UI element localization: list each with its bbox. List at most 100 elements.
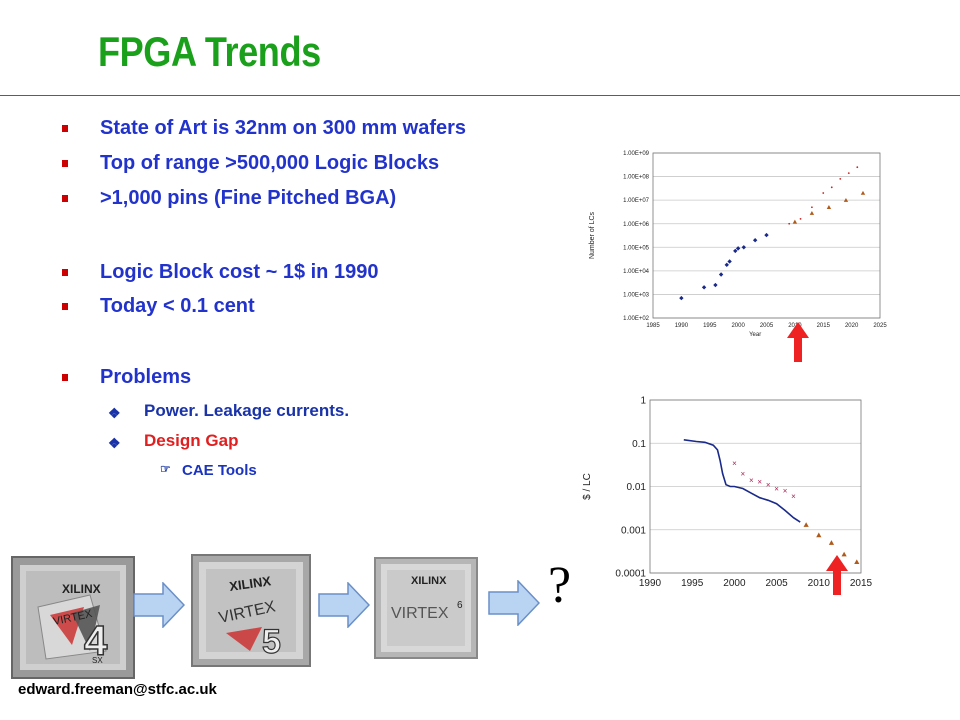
data-point: × [791, 492, 796, 501]
data-point [701, 285, 707, 290]
virtex-4-chip-image: 4 XILINX VIRTEX SX [11, 556, 135, 679]
data-point [727, 259, 732, 264]
series-line [683, 439, 801, 523]
virtex-6-chip-image: XILINX VIRTEX 6 [374, 557, 478, 659]
y-tick-label: 0.01 [627, 482, 647, 493]
y-tick-label: 1 [640, 396, 646, 407]
plot-frame [652, 152, 881, 319]
chip-brand: XILINX [228, 573, 272, 594]
x-tick-label: 2005 [760, 323, 774, 329]
data-point [854, 559, 860, 565]
data-point [788, 222, 791, 225]
data-point [752, 237, 758, 243]
sub-bullet-text: Power. Leakage currents. [144, 401, 350, 420]
square-bullet-icon [62, 160, 68, 167]
y-tick-label: 1.00E+08 [623, 175, 650, 181]
data-point [764, 232, 769, 238]
data-point: × [757, 478, 762, 487]
x-tick-label: 2010 [788, 323, 802, 329]
bullet-item: Logic Block cost ~ 1$ in 1990 [62, 261, 379, 284]
sub-bullet-item: ❖ Power. Leakage currents. [108, 401, 350, 421]
virtex-5-chip-image: XILINX VIRTEX 5 [191, 554, 311, 667]
y-axis-label: Number of LCs [589, 211, 596, 259]
chip-generation: 5 [262, 623, 281, 661]
data-point [713, 282, 718, 288]
right-arrow-icon [318, 582, 370, 628]
data-point: × [749, 476, 754, 485]
data-point [843, 197, 849, 202]
square-bullet-icon [62, 125, 68, 132]
data-point [860, 190, 866, 195]
data-point [718, 272, 724, 277]
y-tick-label: 1.00E+02 [623, 316, 650, 322]
x-tick-label: 2025 [873, 323, 887, 329]
y-tick-label: 1.00E+09 [623, 151, 650, 157]
bullet-text: State of Art is 32nm on 300 mm wafers [100, 117, 467, 139]
x-tick-label: 1990 [639, 578, 662, 589]
y-tick-label: 1.00E+03 [623, 293, 650, 299]
y-tick-label: 1.00E+04 [623, 269, 650, 275]
data-point [735, 246, 741, 251]
sub-sub-bullet-item: ☞ CAE Tools [160, 462, 257, 479]
chip-generation: 4 [84, 617, 108, 664]
data-point [799, 218, 802, 220]
x-tick-label: 2015 [817, 323, 831, 329]
data-point [841, 551, 847, 557]
data-point [733, 248, 738, 254]
data-point: × [766, 481, 771, 490]
bullet-text: Logic Block cost ~ 1$ in 1990 [100, 261, 379, 283]
diamond-bullet-icon: ❖ [108, 405, 121, 421]
right-arrow-icon [488, 580, 540, 626]
slide-title: FPGA Trends [98, 28, 321, 75]
square-bullet-icon [62, 303, 68, 310]
data-point [828, 540, 835, 545]
footer-email: edward.freeman@stfc.ac.uk [18, 681, 217, 698]
y-tick-label: 1.00E+05 [623, 245, 650, 251]
up-arrow-icon [826, 555, 848, 595]
data-point: × [741, 469, 746, 478]
x-tick-label: 2000 [731, 323, 745, 329]
y-axis-label: $ / LC [582, 473, 593, 500]
data-point [679, 295, 684, 301]
square-bullet-icon [62, 374, 68, 381]
data-point [826, 205, 832, 209]
data-point [741, 245, 746, 250]
x-tick-label: 1995 [703, 323, 717, 329]
y-tick-label: 1.00E+07 [623, 198, 650, 204]
data-point [724, 262, 729, 268]
chip-brand: XILINX [62, 582, 101, 596]
question-mark: ? [548, 557, 572, 614]
chip-generation: 6 [457, 600, 463, 611]
title-divider [0, 95, 960, 96]
x-tick-label: 2005 [765, 578, 788, 589]
x-tick-label: 1990 [675, 323, 689, 329]
bullet-item: Problems [62, 366, 191, 389]
x-tick-label: 2015 [850, 578, 873, 589]
x-tick-label: 2010 [808, 578, 831, 589]
data-point: × [774, 484, 779, 493]
plot-frame [649, 399, 862, 574]
right-arrow-icon [133, 582, 185, 628]
data-point: × [783, 487, 788, 496]
bullet-text: >1,000 pins (Fine Pitched BGA) [100, 187, 397, 209]
square-bullet-icon [62, 195, 68, 202]
up-arrow-icon [787, 322, 809, 362]
y-tick-label: 0.001 [621, 525, 646, 536]
data-point: × [732, 459, 737, 468]
chip-suffix: SX [92, 656, 103, 665]
bullet-item: Today < 0.1 cent [62, 295, 255, 318]
square-bullet-icon [62, 269, 68, 276]
bullet-item: State of Art is 32nm on 300 mm wafers [62, 117, 467, 140]
chart-logic-cells: 1.00E+02 1.00E+03 1.00E+04 1.00E+05 1.00E+06… [589, 151, 887, 338]
data-point [792, 219, 798, 224]
x-tick-label: 2000 [723, 578, 746, 589]
bullet-text: Today < 0.1 cent [100, 295, 255, 317]
bullet-text: Top of range >500,000 Logic Blocks [100, 152, 440, 174]
pointing-hand-icon: ☞ [160, 462, 171, 476]
data-point [847, 172, 850, 175]
x-tick-label: 1995 [681, 578, 704, 589]
bullet-item: >1,000 pins (Fine Pitched BGA) [62, 187, 397, 210]
data-point [856, 166, 859, 169]
